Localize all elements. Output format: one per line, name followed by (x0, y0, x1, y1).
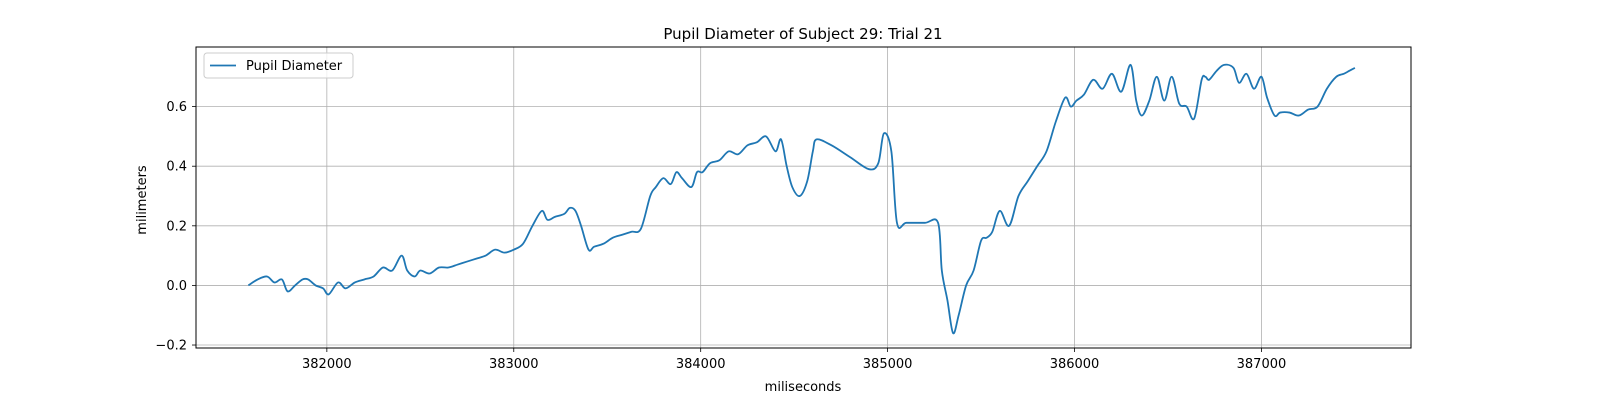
grid-lines (196, 47, 1411, 348)
x-tick-label: 386000 (1050, 357, 1100, 372)
y-axis-label: milimeters (135, 165, 150, 235)
x-tick-label: 383000 (489, 357, 539, 372)
legend-box (203, 52, 354, 79)
y-tick-label: 0.2 (166, 219, 187, 234)
chart-title: Pupil Diameter of Subject 29: Trial 21 (663, 25, 942, 43)
series-layer (247, 63, 1356, 335)
x-tick-label: 384000 (676, 357, 726, 372)
legend: Pupil Diameter (203, 52, 354, 79)
x-tick-label: 387000 (1237, 357, 1287, 372)
axis-ticks: 382000 383000 384000 385000 386000 387000 −0.2… (155, 100, 1286, 372)
x-tick-label: 382000 (302, 357, 352, 372)
y-tick-label: 0.0 (166, 279, 187, 294)
y-tick-label: 0.6 (166, 100, 187, 115)
plot-area-frame (195, 46, 1412, 349)
x-axis-label: miliseconds (765, 380, 842, 395)
legend-label: Pupil Diameter (246, 59, 343, 74)
y-tick-label: 0.4 (166, 160, 187, 175)
y-tick-label: −0.2 (155, 339, 187, 354)
pupil-diameter-line (247, 63, 1356, 335)
x-tick-label: 385000 (863, 357, 913, 372)
